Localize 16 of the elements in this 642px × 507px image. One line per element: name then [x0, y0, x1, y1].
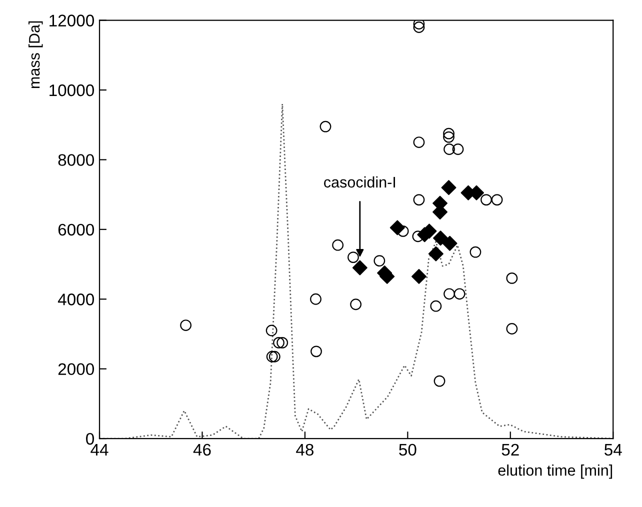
- x-tick-label: 54: [604, 444, 622, 456]
- y-tick-label: 0: [86, 432, 94, 445]
- y-tick-label: 2000: [58, 363, 94, 376]
- y-tick-label: 8000: [58, 154, 94, 166]
- annotation: casocidin-I: [324, 176, 396, 188]
- y-tick-label: 12000: [50, 14, 94, 26]
- x-tick-label: 50: [399, 444, 416, 456]
- x-tick-label: 46: [193, 444, 211, 456]
- x-tick-label: 48: [296, 444, 314, 456]
- y-tick-label: 6000: [58, 224, 94, 236]
- y-tick-label: 4000: [58, 294, 94, 306]
- y-axis-title: mass [Da]: [28, 21, 43, 88]
- x-tick-label: 52: [502, 444, 519, 456]
- y-tick-label: 10000: [50, 84, 94, 96]
- x-tick-label: 44: [90, 444, 108, 456]
- x-axis-title: elution time [min]: [498, 464, 612, 479]
